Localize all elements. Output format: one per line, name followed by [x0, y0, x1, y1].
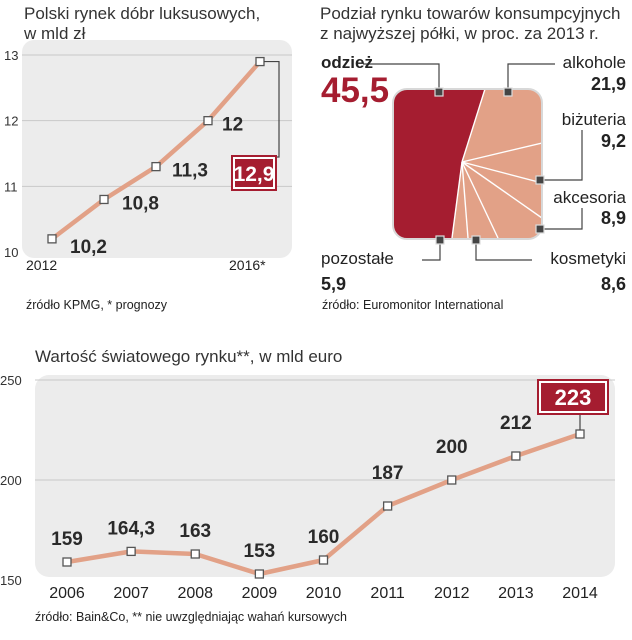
chart2-slice-divider	[461, 161, 499, 239]
chart3-value-label: 159	[51, 529, 83, 550]
chart2-label-connector	[507, 63, 555, 92]
chart3-x-tick-label: 2011	[370, 585, 405, 602]
chart2-slice-label: odzież	[321, 53, 373, 72]
chart2-slice-odziez	[393, 89, 485, 238]
chart1-x-tick-label: 2016*	[229, 257, 266, 273]
chart3-highlight-value: 223	[555, 385, 592, 410]
chart2-box-group	[393, 89, 542, 239]
chart2-slice-value: 5,9	[321, 274, 346, 294]
chart2-slice-label: akcesoria	[553, 188, 626, 207]
chart3-value-label: 212	[500, 413, 532, 434]
chart3-point-marker	[447, 475, 457, 485]
chart2-label-connector	[422, 240, 441, 261]
chart2-slice-divider	[461, 161, 469, 239]
chart2-slice-divider	[461, 142, 542, 163]
chart2-slice-value: 45,5	[321, 71, 389, 110]
chart2-box-border	[392, 88, 543, 240]
chart3-point-marker	[318, 555, 329, 565]
chart2-slice-value: 9,2	[601, 131, 626, 151]
chart3-point-marker	[575, 429, 585, 439]
chart2-label-marker	[435, 235, 445, 245]
chart2-label-connector	[540, 208, 583, 230]
chart1-y-tick-label: 13	[4, 48, 18, 63]
chart2-slice-label: alkohole	[563, 53, 626, 72]
chart1-x-tick-label: 2012	[26, 257, 57, 273]
chart2-slice-label: pozostałe	[321, 249, 394, 268]
chart1-value-label: 11,3	[172, 161, 208, 182]
chart2-slice-divider	[461, 89, 486, 163]
chart2-label-connector	[475, 240, 532, 261]
chart1-value-label: 10,2	[70, 237, 107, 258]
chart3-point-marker	[62, 557, 72, 567]
chart3-x-tick-label: 2010	[306, 585, 342, 602]
chart2-label-marker	[434, 87, 444, 97]
chart1-point-marker	[99, 194, 109, 205]
chart3-y-tick-label: 250	[0, 373, 22, 388]
chart1-source: źródło KPMG, * prognozy	[26, 298, 168, 312]
chart3-value-label: 160	[308, 527, 340, 548]
chart3-plot-background	[35, 375, 615, 577]
chart3-value-label: 163	[179, 521, 211, 542]
chart2-slice-value: 8,6	[601, 274, 626, 294]
chart3-x-tick-label: 2013	[498, 585, 534, 602]
chart2-label-marker	[535, 224, 545, 234]
chart3-highlight-box	[541, 383, 605, 411]
chart1-y-tick-label: 11	[4, 179, 18, 194]
chart1-title: Polski rynek dóbr luksusowych,	[24, 4, 261, 23]
chart2-slice-value: 8,9	[601, 208, 626, 228]
chart2-slice-divider	[451, 161, 463, 239]
chart2-slice-value: 21,9	[591, 74, 626, 94]
chart1-point-marker	[47, 234, 57, 244]
chart2-label-connector	[363, 63, 440, 92]
chart3-x-tick-label: 2012	[434, 585, 470, 602]
chart2-slice-label: kosmetyki	[550, 249, 626, 268]
chart3-x-tick-label: 2006	[49, 585, 85, 602]
chart2-label-marker	[471, 235, 481, 245]
chart1-y-tick-label: 12	[4, 114, 18, 129]
chart1-point-marker	[203, 116, 213, 126]
chart3-x-tick-label: 2014	[562, 585, 598, 602]
chart2-slice-label: biżuteria	[562, 110, 627, 129]
chart3-y-tick-label: 200	[0, 473, 22, 488]
chart3-value-label: 164,3	[107, 518, 155, 539]
chart3-point-marker	[511, 451, 521, 461]
chart3-x-tick-label: 2008	[177, 585, 213, 602]
chart3-point-marker	[254, 569, 265, 579]
chart2-label-marker	[535, 175, 545, 185]
chart2-label-connector	[540, 130, 583, 181]
chart3-source: źródło: Bain&Co, ** nie uwzględniając wa…	[35, 610, 347, 624]
chart3-value-label: 153	[244, 541, 276, 562]
chart1-point-marker	[151, 161, 161, 172]
chart3-point-marker	[382, 501, 393, 511]
chart3-value-label: 200	[436, 437, 468, 458]
chart1-value-label: 10,8	[122, 193, 159, 214]
chart1-y-tick-label: 10	[4, 245, 18, 260]
chart1-highlight-value: 12,9	[234, 163, 275, 186]
chart3-y-tick-label: 150	[0, 573, 22, 588]
chart1-plot-background	[22, 40, 292, 258]
chart3-point-marker	[126, 546, 136, 557]
chart3-value-label: 187	[372, 463, 404, 484]
chart2-source: źródło: Euromonitor International	[322, 298, 504, 312]
chart3-x-tick-label: 2007	[113, 585, 149, 602]
chart1-value-label: 12	[222, 115, 243, 136]
chart2-label-marker	[503, 87, 513, 97]
chart2-slice-divider	[461, 161, 542, 184]
chart2-slice-divider	[461, 161, 542, 219]
chart1-highlight-box	[235, 159, 273, 187]
chart3-point-marker	[190, 549, 200, 559]
chart2-title: Podział rynku towarów konsumpcyjnych	[320, 4, 621, 23]
chart2-subtitle: z najwyższej półki, w proc. za 2013 r.	[320, 24, 599, 43]
chart3-x-tick-label: 2009	[242, 585, 278, 602]
chart3-title: Wartość światowego rynku**, w mld euro	[35, 347, 343, 366]
chart1-subtitle: w mld zł	[24, 24, 86, 43]
